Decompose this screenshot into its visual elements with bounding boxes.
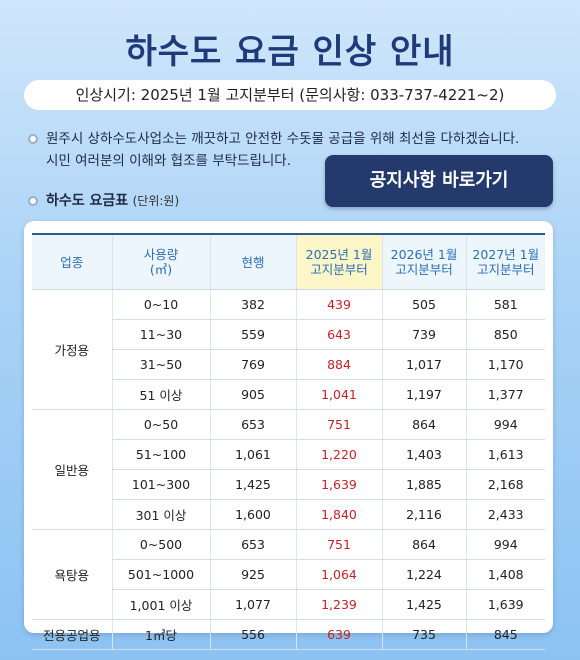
current-rate-cell: 382 [209,289,296,320]
rate-2025-cell: 1,239 [295,589,382,620]
category-cell: 가정용 [32,289,112,410]
current-rate-cell: 1,061 [209,439,296,470]
category-cell: 일반용 [32,409,112,530]
bullet-icon [28,196,38,206]
category-cell: 전용공업용 [32,619,112,650]
rate-2026-cell: 1,224 [381,559,466,590]
table-title: 하수도 요금표 [46,193,129,209]
current-rate-cell: 653 [209,529,296,560]
current-rate-cell: 559 [209,319,296,350]
rate-2025-cell: 1,639 [295,469,382,500]
category-cell: 욕탕용 [32,529,112,620]
rate-2026-cell: 1,403 [381,439,466,470]
rate-2026-cell: 505 [381,289,466,320]
table-row: 51 이상 905 1,041 1,197 1,377 [32,379,545,410]
rate-2025-cell: 1,220 [295,439,382,470]
current-rate-cell: 769 [209,349,296,380]
usage-cell: 51~100 [111,439,210,470]
usage-cell: 1,001 이상 [111,589,210,620]
rate-2026-cell: 1,197 [381,379,466,410]
header-2027: 2027년 1월 고지분부터 [465,234,545,290]
notice-line-1: 원주시 상하수도사업소는 깨끗하고 안전한 수돗물 공급을 위해 최선을 다하겠… [28,128,558,150]
table-row: 욕탕용 0~500 653 751 864 994 [32,529,545,620]
rate-2027-cell: 2,168 [465,469,545,500]
current-rate-cell: 1,425 [209,469,296,500]
current-rate-cell: 925 [209,559,296,590]
rate-2025-cell: 1,041 [295,379,382,410]
usage-cell: 51 이상 [111,379,210,410]
info-pill: 인상시기: 2025년 1월 고지분부터 (문의사항: 033-737-4221… [24,80,556,110]
rate-table-card: 업종 사용량 (㎥) 현행 2025년 1월 고지분부터 2026년 1월 고지분부터… [24,221,553,650]
rate-2025-cell: 639 [295,619,382,650]
bullet-icon [28,134,38,144]
usage-cell: 0~10 [111,289,210,320]
rate-2025-cell: 439 [295,289,382,320]
rate-2027-cell: 994 [465,409,545,440]
usage-cell: 501~1000 [111,559,210,590]
rate-table: 업종 사용량 (㎥) 현행 2025년 1월 고지분부터 2026년 1월 고지분부터… [32,233,545,650]
rate-2027-cell: 994 [465,529,545,560]
notice-text: 원주시 상하수도사업소는 깨끗하고 안전한 수돗물 공급을 위해 최선을 다하겠… [28,128,558,172]
table-body: 가정용 0~10 382 439 505 581 11~30 559 643 739 850 31~5… [32,289,545,650]
usage-cell: 1㎥당 [111,619,210,650]
rate-2025-cell: 1,064 [295,559,382,590]
usage-cell: 301 이상 [111,499,210,530]
rate-2026-cell: 1,425 [381,589,466,620]
table-row: 301 이상 1,600 1,840 2,116 2,433 [32,499,545,530]
table-heading: 하수도 요금표 (단위:원) [28,190,179,210]
usage-cell: 11~30 [111,319,210,350]
header-2025: 2025년 1월 고지분부터 [295,234,382,290]
rate-2025-cell: 643 [295,319,382,350]
rate-2026-cell: 735 [381,619,466,650]
rate-2027-cell: 2,433 [465,499,545,530]
rate-2025-cell: 751 [295,529,382,560]
usage-cell: 31~50 [111,349,210,380]
table-row: 일반용 0~50 653 751 864 994 [32,409,545,530]
rate-2025-cell: 884 [295,349,382,380]
header-current: 현행 [209,234,296,290]
header-usage: 사용량 (㎥) [111,234,210,290]
current-rate-cell: 1,600 [209,499,296,530]
rate-2027-cell: 1,170 [465,349,545,380]
rate-2026-cell: 2,116 [381,499,466,530]
rate-2026-cell: 864 [381,529,466,560]
current-rate-cell: 556 [209,619,296,650]
table-unit: (단위:원) [132,194,180,208]
usage-cell: 0~50 [111,409,210,440]
notice-line-1-text: 원주시 상하수도사업소는 깨끗하고 안전한 수돗물 공급을 위해 최선을 다하겠… [46,131,520,147]
rate-2026-cell: 864 [381,409,466,440]
table-header-row: 업종 사용량 (㎥) 현행 2025년 1월 고지분부터 2026년 1월 고지분부터… [32,234,545,290]
current-rate-cell: 653 [209,409,296,440]
table-row: 전용공업용 1㎥당 556 639 735 845 [32,619,545,650]
rate-2027-cell: 1,613 [465,439,545,470]
table-row: 101~300 1,425 1,639 1,885 2,168 [32,469,545,500]
usage-cell: 101~300 [111,469,210,500]
header-2026: 2026년 1월 고지분부터 [381,234,466,290]
table-row: 가정용 0~10 382 439 505 581 [32,289,545,410]
table-row: 11~30 559 643 739 850 [32,319,545,350]
notice-line-2: 시민 여러분의 이해와 협조를 부탁드립니다. [46,153,292,169]
table-row: 1,001 이상 1,077 1,239 1,425 1,639 [32,589,545,620]
rate-2027-cell: 845 [465,619,545,650]
rate-2027-cell: 1,408 [465,559,545,590]
rate-2027-cell: 1,639 [465,589,545,620]
rate-2026-cell: 1,017 [381,349,466,380]
table-row: 51~100 1,061 1,220 1,403 1,613 [32,439,545,470]
rate-2027-cell: 581 [465,289,545,320]
current-rate-cell: 1,077 [209,589,296,620]
rate-2025-cell: 751 [295,409,382,440]
table-row: 501~1000 925 1,064 1,224 1,408 [32,559,545,590]
rate-2027-cell: 1,377 [465,379,545,410]
notice-board-button[interactable]: 공지사항 바로가기 [325,155,553,207]
usage-cell: 0~500 [111,529,210,560]
table-row: 31~50 769 884 1,017 1,170 [32,349,545,380]
rate-2025-cell: 1,840 [295,499,382,530]
page-title: 하수도 요금 인상 안내 [125,32,455,72]
rate-2026-cell: 739 [381,319,466,350]
header-category: 업종 [32,234,112,290]
rate-2026-cell: 1,885 [381,469,466,500]
rate-2027-cell: 850 [465,319,545,350]
current-rate-cell: 905 [209,379,296,410]
